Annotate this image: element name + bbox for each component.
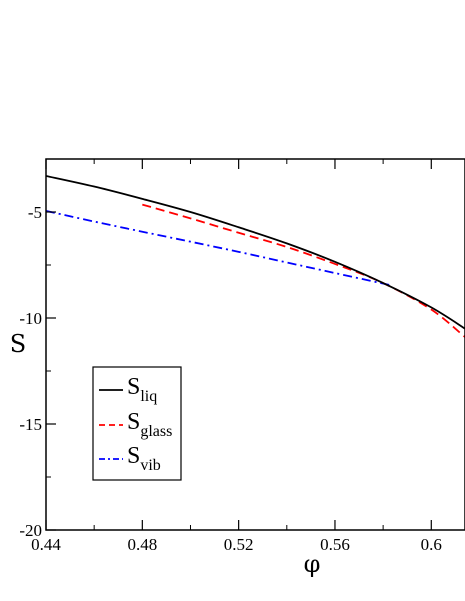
x-tick-label: 0.56 bbox=[320, 535, 350, 554]
legend-item-liq: Sliq bbox=[99, 374, 157, 405]
series-glass-line bbox=[142, 203, 465, 338]
legend-label: Sliq bbox=[127, 374, 157, 405]
y-tick-label: -5 bbox=[28, 203, 42, 222]
series-liq-line bbox=[46, 175, 465, 330]
axis-ticks: 0.44 0.48 0.52 0.56 0.6 -5 -10 -15 -20 bbox=[19, 159, 442, 554]
y-tick-label: -10 bbox=[19, 309, 42, 328]
x-tick-label: 0.52 bbox=[224, 535, 254, 554]
y-axis-title: S bbox=[10, 330, 26, 358]
plot-frame bbox=[45, 158, 465, 531]
legend-label-sub: glass bbox=[140, 423, 172, 440]
y-tick-label: -20 bbox=[19, 521, 42, 540]
y-tick-label: -15 bbox=[19, 415, 42, 434]
x-axis-title: φ bbox=[304, 550, 321, 578]
series-vib-line bbox=[46, 210, 391, 287]
x-tick-label: 0.48 bbox=[127, 535, 157, 554]
x-tick-label: 0.6 bbox=[421, 535, 442, 554]
legend-label-sub: vib bbox=[140, 457, 160, 474]
x-tick-label: 0.44 bbox=[31, 535, 61, 554]
legend-label-sub: liq bbox=[140, 388, 157, 405]
legend-box bbox=[92, 366, 182, 481]
plot-area bbox=[46, 175, 465, 338]
